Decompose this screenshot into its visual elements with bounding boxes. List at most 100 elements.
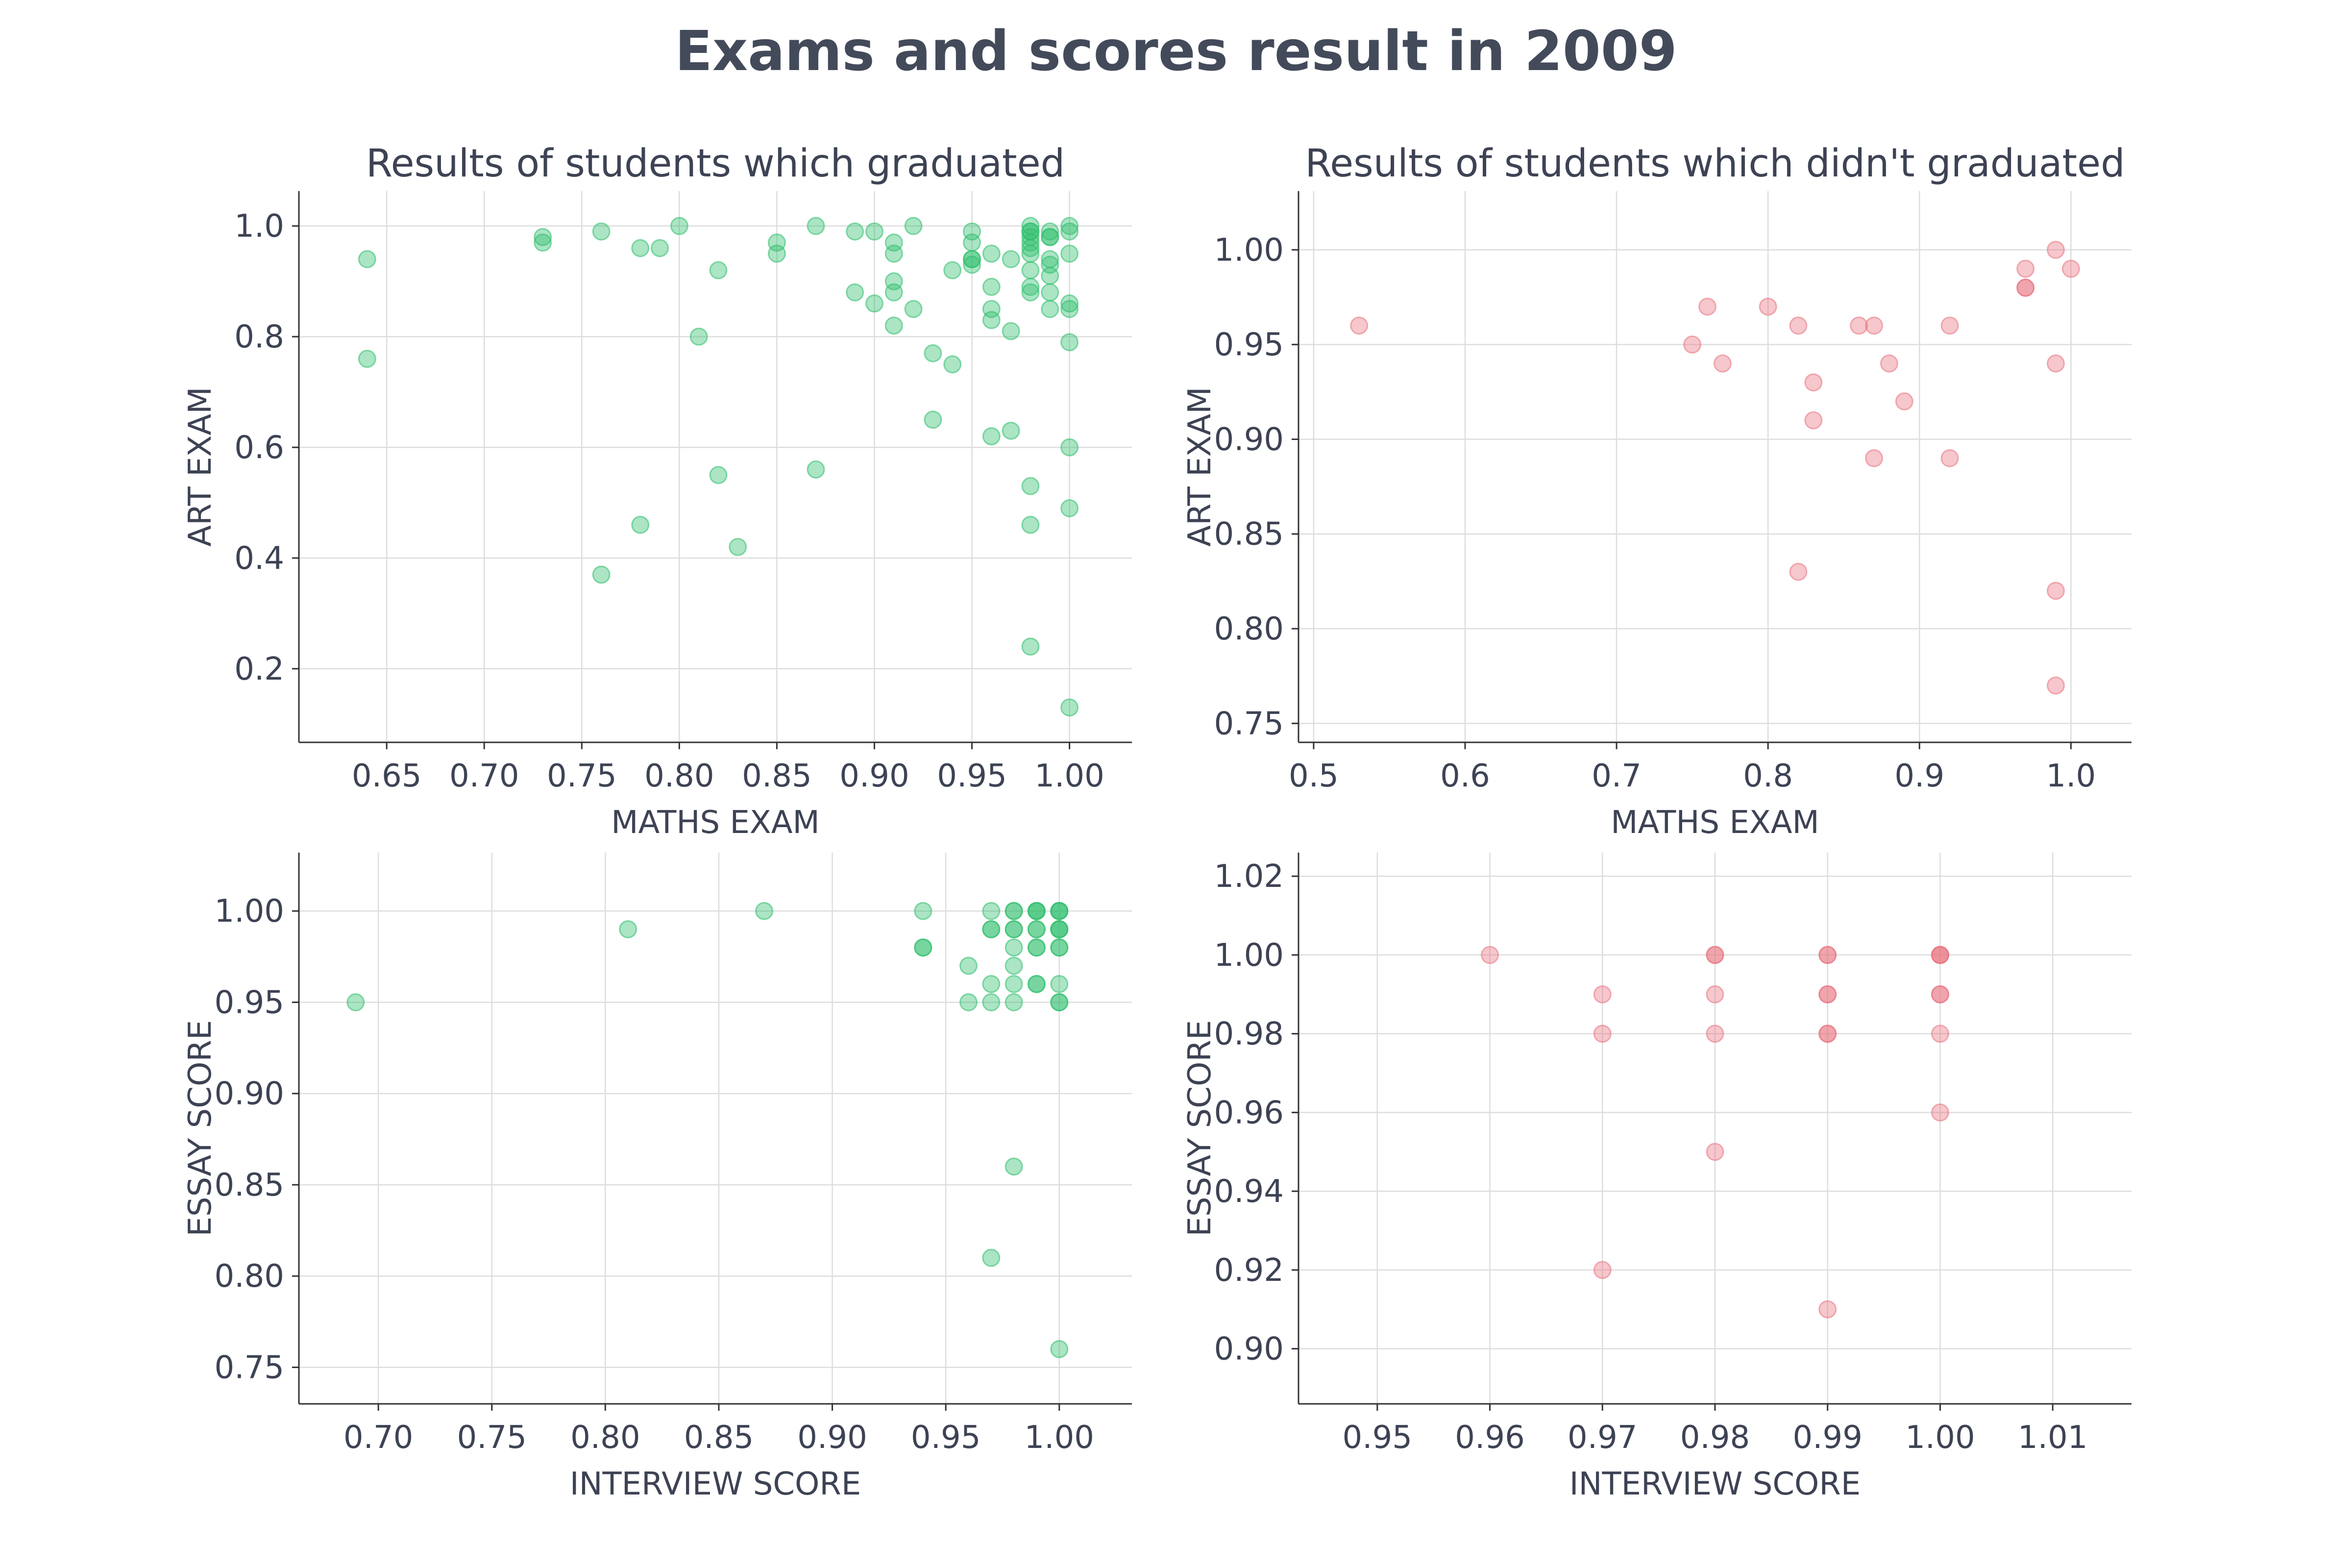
- scatter-point: [914, 938, 932, 957]
- scatter-point: [1713, 354, 1732, 373]
- scatter-point: [1050, 902, 1069, 920]
- scatter-point: [358, 250, 376, 269]
- y-tick-label: 0.75: [215, 1349, 285, 1386]
- scatter-point: [592, 565, 611, 584]
- scatter-point: [1060, 499, 1079, 517]
- subplot-3: 0.70 0.75 0.80 0.85 0.90 0.95 1.00 0.75 0.80 0.85…: [182, 853, 1132, 1502]
- scatter-point: [1041, 283, 1059, 302]
- scatter-point: [846, 222, 864, 241]
- scatter-point: [1002, 322, 1020, 341]
- x-tick-label: 0.90: [839, 758, 909, 794]
- y-tick-label: 0.85: [1214, 516, 1284, 553]
- scatter-point: [1060, 300, 1079, 318]
- scatter-point: [1027, 938, 1046, 957]
- scatter-point: [1865, 449, 1884, 467]
- scatter-point: [959, 956, 978, 975]
- scatter-point: [904, 217, 923, 235]
- x-tick-label: 0.6: [1440, 758, 1490, 794]
- x-tick-label: 1.0: [2046, 758, 2096, 794]
- scatter-point: [631, 515, 650, 534]
- x-tick-label: 0.70: [343, 1420, 414, 1456]
- scatter-point: [1060, 222, 1079, 241]
- x-tick-label: 0.99: [1792, 1420, 1862, 1456]
- x-tick-label: 0.85: [742, 758, 812, 794]
- x-tick-label: 0.7: [1592, 758, 1642, 794]
- scatter-point: [807, 217, 825, 235]
- x-tick-label: 0.95: [911, 1420, 981, 1456]
- y-tick-label: 0.80: [215, 1258, 285, 1295]
- scatter-point: [1004, 920, 1023, 938]
- scatter-point: [982, 245, 1001, 263]
- x-tick-label: 0.9: [1894, 758, 1944, 794]
- scatter-point: [1880, 354, 1898, 373]
- scatter-point: [534, 233, 552, 252]
- scatter-point: [709, 466, 728, 484]
- x-tick-label: 0.75: [457, 1420, 527, 1456]
- scatter-point: [2046, 676, 2065, 695]
- y-tick-label: 0.90: [215, 1076, 285, 1112]
- y-tick-label: 0.80: [1214, 611, 1284, 647]
- scatter-point: [963, 250, 981, 269]
- scatter-point: [1789, 563, 1808, 581]
- scatter-point: [1041, 228, 1059, 246]
- y-tick-label: 0.8: [234, 319, 284, 355]
- scatter-point: [1050, 1340, 1069, 1358]
- x-tick-label: 1.00: [1025, 1420, 1095, 1456]
- scatter-point: [1060, 698, 1079, 717]
- scatter-point: [982, 920, 1001, 938]
- scatter-point: [1004, 956, 1023, 975]
- scatter-point: [1027, 902, 1046, 920]
- scatter-point: [1706, 985, 1724, 1004]
- x-tick-label: 1.00: [1034, 758, 1104, 794]
- x-tick-label: 0.65: [352, 758, 422, 794]
- scatter-point: [1593, 1261, 1612, 1279]
- scatter-point: [1931, 1103, 1949, 1122]
- y-tick-label: 1.00: [1214, 937, 1284, 974]
- scatter-point: [1004, 902, 1023, 920]
- y-axis-label: ART EXAM: [1182, 387, 1218, 546]
- scatter-point: [1850, 316, 1868, 335]
- scatter-point: [884, 283, 903, 302]
- scatter-point: [767, 245, 786, 263]
- scatter-point: [1002, 250, 1020, 269]
- scatter-point: [631, 239, 650, 257]
- scatter-point: [2016, 278, 2035, 297]
- scatter-point: [959, 993, 978, 1011]
- y-tick-label: 0.98: [1214, 1016, 1284, 1053]
- scatter-point: [1804, 373, 1823, 392]
- y-tick-label: 1.0: [234, 208, 284, 245]
- x-tick-label: 0.85: [684, 1420, 754, 1456]
- scatter-point: [1818, 1025, 1837, 1043]
- scatter-point: [1004, 975, 1023, 993]
- scatter-point: [1021, 277, 1040, 296]
- scatter-point: [924, 344, 942, 363]
- y-tick-label: 0.94: [1214, 1174, 1284, 1210]
- scatter-point: [982, 975, 1001, 993]
- scatter-point: [1706, 946, 1724, 964]
- scatter-point: [924, 410, 942, 429]
- scatter-point: [865, 294, 883, 313]
- subplot-4: 0.95 0.96 0.97 0.98 0.99 1.00 1.01 0.90 0.92 0.94…: [1182, 853, 2132, 1502]
- scatter-point: [1350, 316, 1369, 335]
- scatter-point: [619, 920, 637, 938]
- scatter-point: [1050, 975, 1069, 993]
- scatter-point: [1021, 283, 1040, 302]
- scatter-point: [1004, 1157, 1023, 1176]
- scatter-point: [2046, 582, 2065, 600]
- scatter-point: [982, 277, 1001, 296]
- scatter-point: [2046, 354, 2065, 373]
- x-tick-label: 1.01: [2018, 1420, 2088, 1456]
- scatter-point: [1818, 946, 1837, 964]
- y-tick-label: 0.95: [215, 984, 285, 1021]
- y-tick-label: 0.6: [234, 430, 284, 466]
- scatter-point: [1021, 477, 1040, 495]
- scatter-point: [1060, 245, 1079, 263]
- scatter-point: [865, 222, 883, 241]
- scatter-point: [1698, 297, 1717, 316]
- scatter-point: [1940, 449, 1959, 467]
- scatter-point: [2061, 260, 2080, 278]
- scatter-point: [1021, 637, 1040, 656]
- scatter-point: [1865, 316, 1884, 335]
